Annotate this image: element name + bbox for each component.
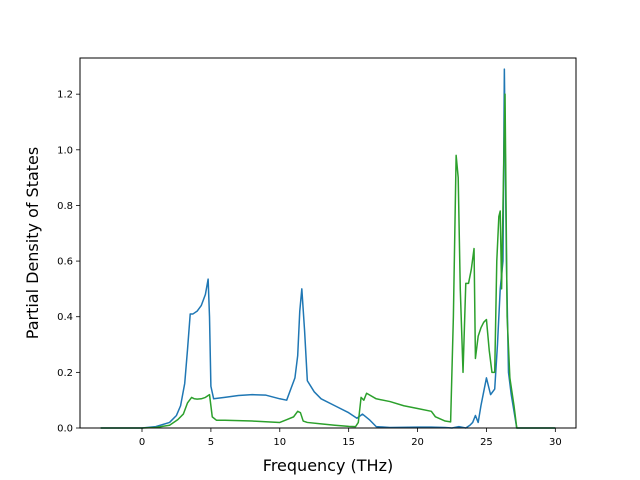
series-layer	[100, 68, 556, 429]
y-axis-title: Partial Density of States	[23, 147, 42, 339]
plot-area	[80, 58, 576, 428]
x-tick-label: 15	[342, 437, 355, 448]
series-line-1	[100, 68, 556, 429]
y-axis-ticks: 0.0 0.2 0.4 0.6 0.8 1.0 1.2	[57, 90, 80, 435]
x-tick-label: 25	[480, 437, 493, 448]
y-tick-label: 0.6	[57, 257, 73, 268]
series-line-2	[100, 93, 556, 429]
x-tick-label: 30	[549, 437, 562, 448]
y-tick-label: 1.2	[57, 90, 73, 101]
x-axis-ticks: 0 5 10 15 20 25 30	[139, 428, 562, 448]
y-tick-label: 0.8	[57, 201, 73, 212]
x-tick-label: 20	[411, 437, 424, 448]
x-tick-label: 10	[273, 437, 286, 448]
x-axis-title: Frequency (THz)	[263, 456, 393, 475]
plot-frame	[79, 57, 577, 429]
x-tick-label: 0	[139, 437, 145, 448]
y-tick-label: 0.2	[57, 368, 73, 379]
y-tick-label: 1.0	[57, 145, 73, 156]
x-tick-label: 5	[208, 437, 214, 448]
y-tick-label: 0.4	[57, 312, 73, 323]
y-tick-label: 0.0	[57, 424, 73, 435]
